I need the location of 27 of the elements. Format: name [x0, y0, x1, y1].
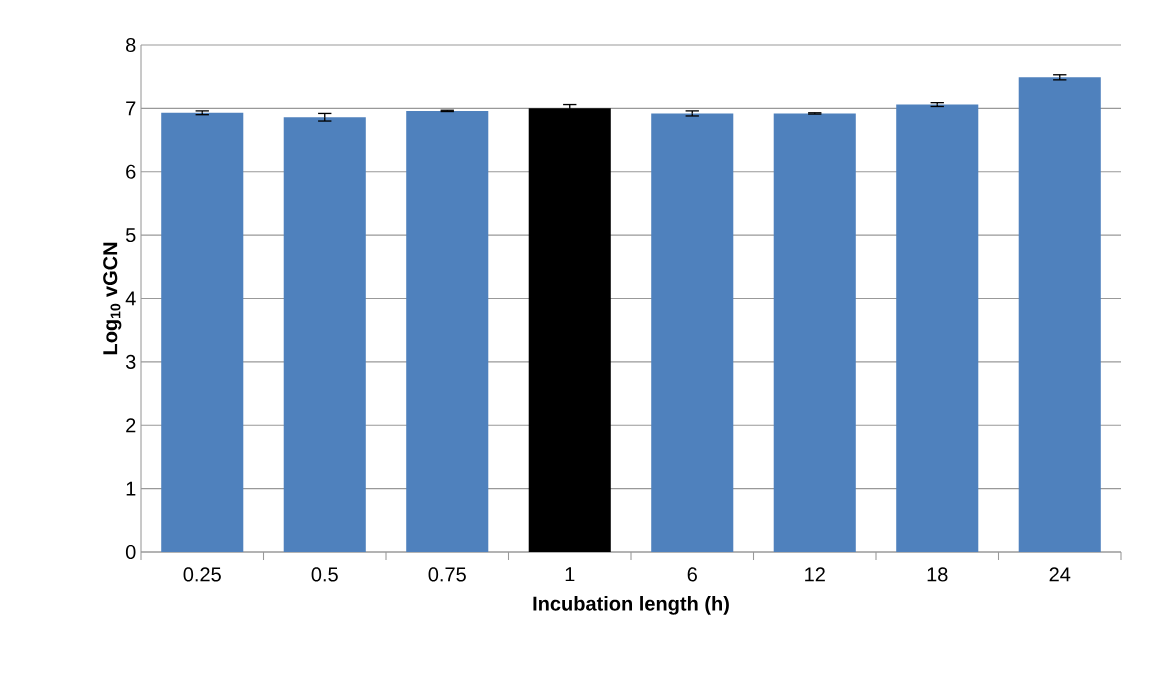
bar — [1018, 77, 1101, 552]
y-axis-title: Log$_{10}$ vGCN — [103, 242, 122, 355]
y-tick-label: 8 — [126, 37, 136, 53]
y-tick-label: 1 — [126, 481, 136, 496]
y-tick-label: 5 — [125, 228, 136, 243]
x-tick-label: 24 — [1049, 567, 1071, 582]
x-tick-label: 18 — [927, 567, 948, 582]
bar — [896, 104, 979, 552]
x-tick-label: 6 — [687, 567, 697, 582]
bar — [406, 110, 489, 552]
bar — [161, 112, 244, 552]
x-tick-label: 1 — [565, 567, 575, 582]
bar — [528, 108, 611, 552]
y-tick-label: 2 — [126, 418, 136, 433]
bar — [773, 113, 856, 552]
y-tick-label: 0 — [125, 544, 136, 560]
x-tick-label: 0.5 — [311, 567, 338, 582]
y-tick-label: 3 — [125, 354, 136, 369]
bar — [283, 117, 366, 552]
x-tick-label: 0.25 — [183, 567, 221, 582]
x-tick-label: 0.75 — [428, 567, 466, 582]
x-axis-title: Incubation length (h) — [533, 596, 729, 615]
y-tick-label: 6 — [126, 164, 136, 179]
y-tick-label: 4 — [125, 291, 136, 306]
y-tick-label: 7 — [126, 101, 136, 116]
bar — [651, 113, 734, 552]
x-tick-label: 12 — [805, 567, 825, 582]
